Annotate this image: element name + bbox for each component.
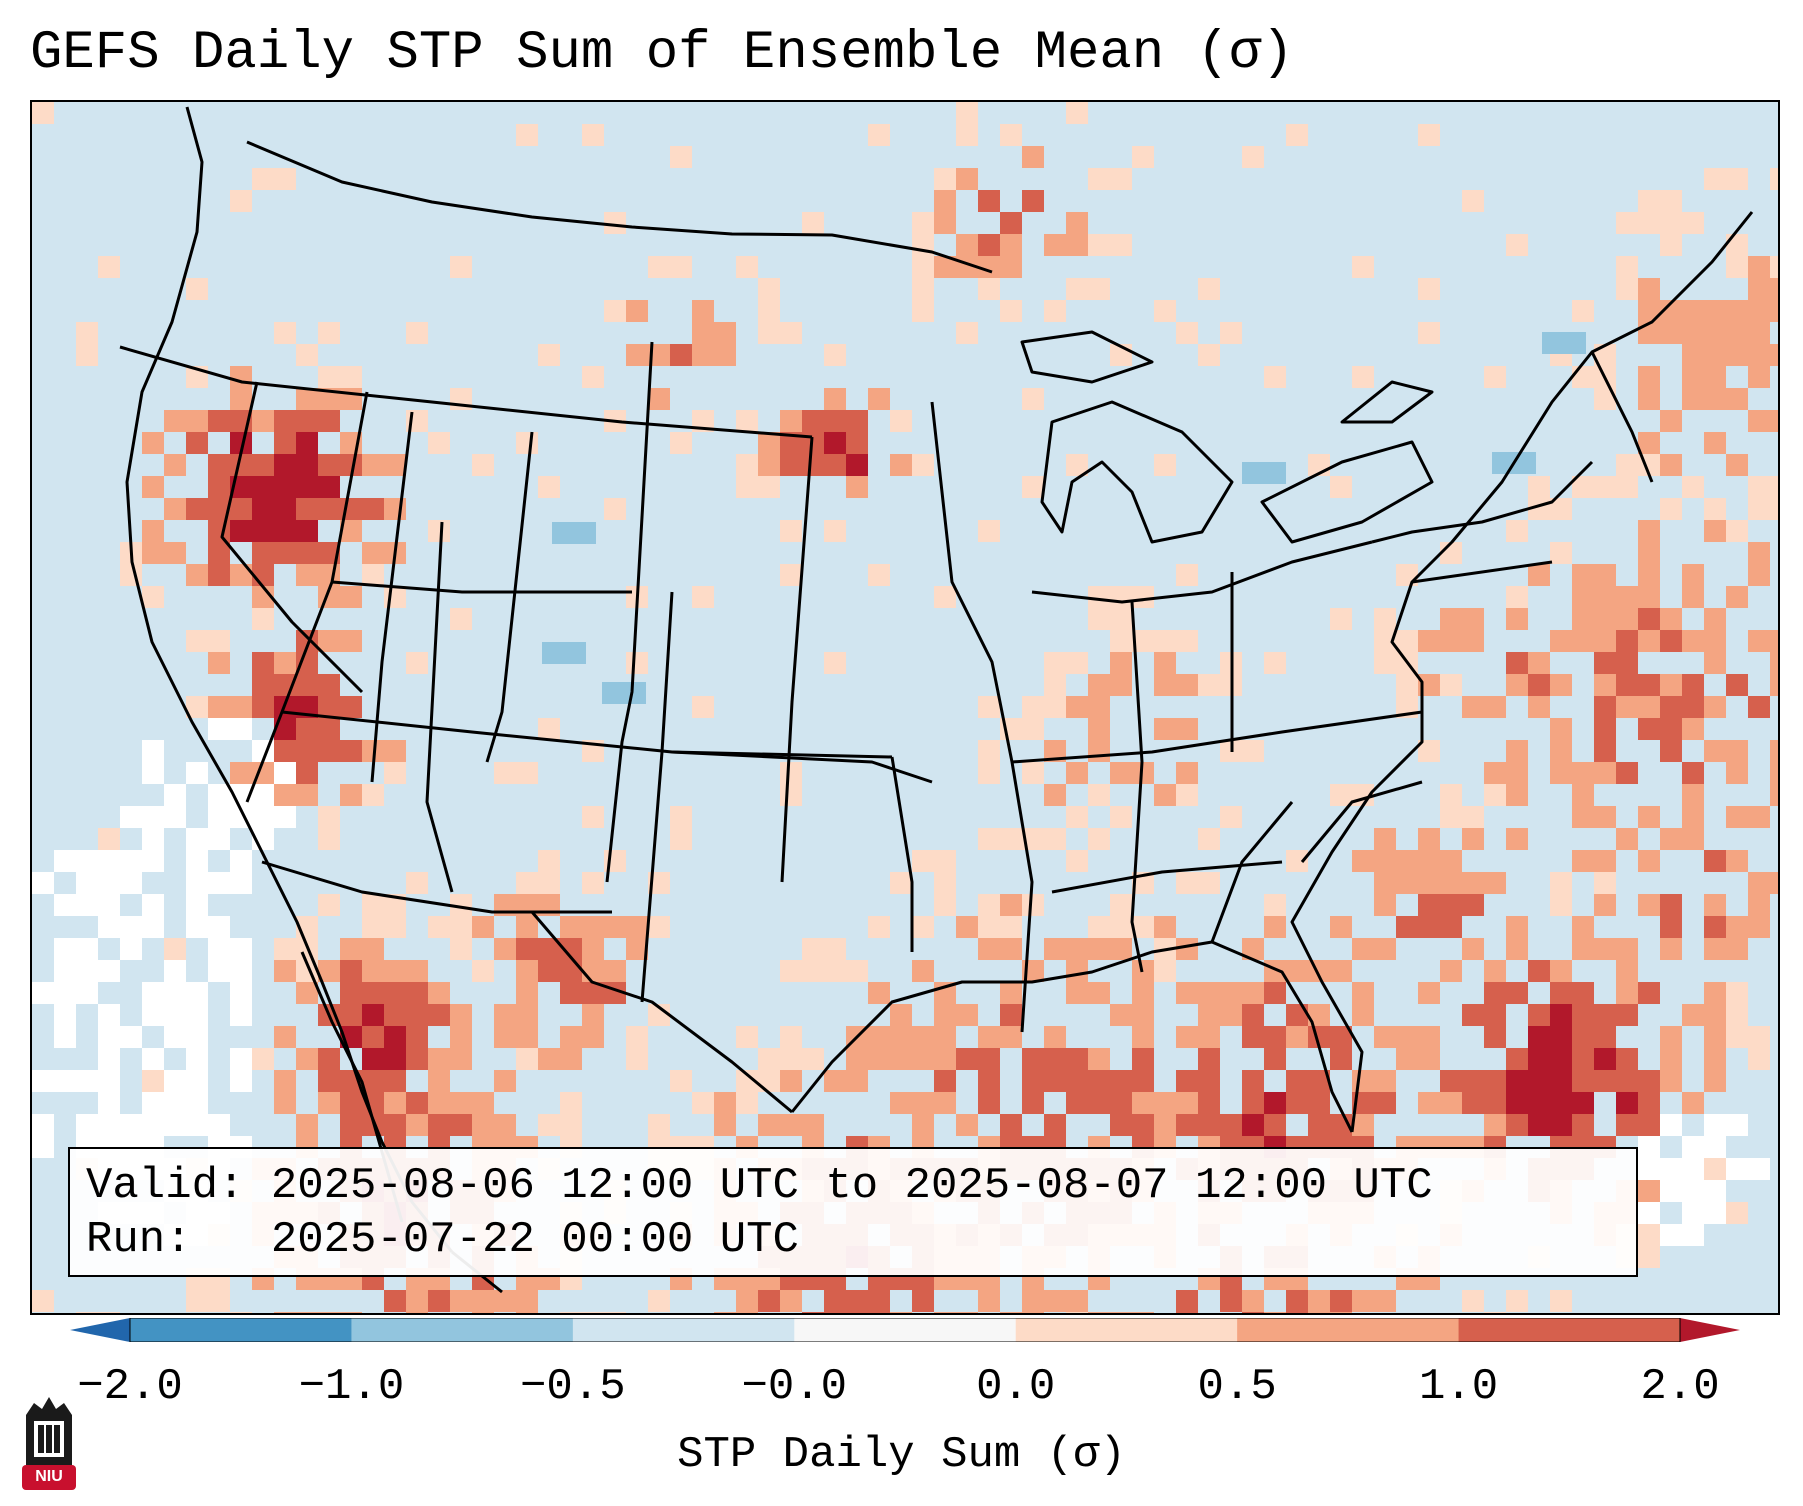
colorbar-segments bbox=[130, 1318, 1681, 1342]
colorbar-tick-label: 0.0 bbox=[976, 1362, 1056, 1412]
map-panel: Valid: 2025-08-06 12:00 UTC to 2025-08-0… bbox=[30, 100, 1780, 1315]
conus-map bbox=[32, 102, 1778, 1313]
niu-logo-icon: NIU bbox=[20, 1395, 78, 1490]
state-borders bbox=[119, 106, 1754, 1294]
colorbar-label: STP Daily Sum (σ) bbox=[677, 1430, 1126, 1480]
colorbar-tick-label: 1.0 bbox=[1418, 1362, 1499, 1412]
logo-text: NIU bbox=[35, 1468, 63, 1485]
colorbar-segment bbox=[130, 1318, 352, 1342]
colorbar-tick-label: 2.0 bbox=[1640, 1362, 1720, 1412]
colorbar-tick-label: −1.0 bbox=[298, 1362, 405, 1412]
run-time-text: Run: 2025-07-22 00:00 UTC bbox=[86, 1215, 799, 1265]
colorbar-tick-label: −0.0 bbox=[741, 1362, 848, 1412]
colorbar-segment bbox=[1237, 1318, 1460, 1342]
chart-title: GEFS Daily STP Sum of Ensemble Mean (σ) bbox=[30, 23, 1294, 84]
colorbar-tick-label: −0.5 bbox=[520, 1362, 626, 1412]
anomaly-cells bbox=[32, 102, 1778, 1313]
colorbar-over-triangle bbox=[1680, 1318, 1740, 1342]
valid-run-box: Valid: 2025-08-06 12:00 UTC to 2025-08-0… bbox=[68, 1147, 1638, 1277]
valid-time-text: Valid: 2025-08-06 12:00 UTC to 2025-08-0… bbox=[86, 1161, 1433, 1211]
colorbar-tick-label: 0.5 bbox=[1197, 1362, 1277, 1412]
colorbar-segment bbox=[572, 1318, 795, 1342]
colorbar-segment bbox=[1015, 1318, 1238, 1342]
colorbar bbox=[70, 1318, 1740, 1342]
colorbar-tick-label: −2.0 bbox=[77, 1362, 183, 1412]
colorbar-under-triangle bbox=[70, 1318, 130, 1342]
colorbar-segment bbox=[794, 1318, 1017, 1342]
colorbar-segment bbox=[1458, 1318, 1681, 1342]
colorbar-segment bbox=[351, 1318, 574, 1342]
